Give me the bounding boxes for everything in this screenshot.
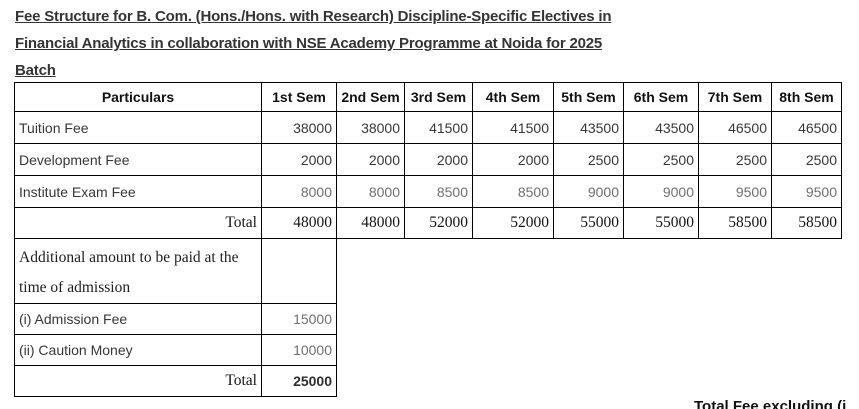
row-label-exam: Institute Exam Fee	[14, 175, 262, 208]
row-label-tuition: Tuition Fee	[14, 111, 262, 144]
cell-development-sem8: 2500	[771, 143, 842, 176]
cell-development-sem1: 2000	[261, 143, 337, 176]
fee-structure-table: Particulars 1st Sem 2nd Sem 3rd Sem 4th Sem 5…	[14, 82, 842, 397]
table-row-total2: Total 25000	[14, 365, 842, 397]
cell-development-sem6: 2500	[623, 143, 699, 176]
row-label-admission: (i) Admission Fee	[14, 303, 262, 335]
cell-total-sem6: 55000	[623, 207, 699, 239]
cell-tuition-sem3: 41500	[404, 111, 473, 144]
row-label-caution: (ii) Caution Money	[14, 334, 262, 366]
column-header-6th-sem: 6th Sem	[623, 82, 699, 112]
column-header-3rd-sem: 3rd Sem	[404, 82, 473, 112]
clipped-footer-text: Total Fee excluding (i	[694, 399, 859, 409]
cell-total-sem7: 58500	[698, 207, 772, 239]
table-row-tuition: Tuition Fee 38000 38000 41500 41500 43500 4350…	[14, 111, 842, 144]
column-header-5th-sem: 5th Sem	[553, 82, 624, 112]
cell-development-sem7: 2500	[698, 143, 772, 176]
cell-tuition-sem2: 38000	[336, 111, 405, 144]
cell-tuition-sem5: 43500	[553, 111, 624, 144]
cell-tuition-sem6: 43500	[623, 111, 699, 144]
cell-tuition-sem1: 38000	[261, 111, 337, 144]
title-line-1: Fee Structure for B. Com. (Hons./Hons. w…	[15, 8, 612, 25]
cell-total-sem5: 55000	[553, 207, 624, 239]
cell-exam-sem2: 8000	[336, 175, 405, 208]
row-label-total2: Total	[14, 365, 262, 397]
column-header-8th-sem: 8th Sem	[771, 82, 842, 112]
row-label-additional-heading: Additional amount to be paid at the time…	[14, 238, 262, 304]
cell-tuition-sem7: 46500	[698, 111, 772, 144]
fee-table-body: Tuition Fee 38000 38000 41500 41500 43500 4350…	[14, 111, 842, 397]
column-header-4th-sem: 4th Sem	[472, 82, 554, 112]
cell-development-sem4: 2000	[472, 143, 554, 176]
cell-exam-sem1: 8000	[261, 175, 337, 208]
table-row-admission: (i) Admission Fee 15000	[14, 303, 842, 335]
cell-total-sem8: 58500	[771, 207, 842, 239]
table-row-caution: (ii) Caution Money 10000	[14, 334, 842, 366]
fee-table-head-row: Particulars 1st Sem 2nd Sem 3rd Sem 4th Sem 5…	[14, 82, 842, 112]
cell-exam-sem4: 8500	[472, 175, 554, 208]
table-row-total: Total 48000 48000 52000 52000 55000 55000 58500…	[14, 207, 842, 239]
cell-total-sem3: 52000	[404, 207, 473, 239]
cell-total-sem2: 48000	[336, 207, 405, 239]
title-line-2: Financial Analytics in collaboration wit…	[15, 35, 603, 52]
row-label-total: Total	[14, 207, 262, 239]
footer-text-fragment: Total Fee excluding (i	[694, 399, 847, 409]
title-line-3: Batch	[15, 62, 56, 79]
table-row-development: Development Fee 2000 2000 2000 2000 2500 2500 2…	[14, 143, 842, 176]
cell-exam-sem3: 8500	[404, 175, 473, 208]
column-header-2nd-sem: 2nd Sem	[336, 82, 405, 112]
cell-total-sem1: 48000	[261, 207, 337, 239]
cell-admission-amount: 15000	[261, 303, 337, 335]
cell-additional-heading-amount	[261, 238, 337, 304]
cell-caution-amount: 10000	[261, 334, 337, 366]
cell-development-sem2: 2000	[336, 143, 405, 176]
table-row-additional-heading: Additional amount to be paid at the time…	[14, 238, 842, 304]
cell-exam-sem5: 9000	[553, 175, 624, 208]
cell-total2-amount: 25000	[261, 365, 337, 397]
cell-tuition-sem4: 41500	[472, 111, 554, 144]
cell-development-sem3: 2000	[404, 143, 473, 176]
cell-development-sem5: 2500	[553, 143, 624, 176]
cell-total-sem4: 52000	[472, 207, 554, 239]
cell-exam-sem6: 9000	[623, 175, 699, 208]
column-header-1st-sem: 1st Sem	[261, 82, 337, 112]
row-label-development: Development Fee	[14, 143, 262, 176]
column-header-7th-sem: 7th Sem	[698, 82, 772, 112]
column-header-particulars: Particulars	[14, 82, 262, 112]
table-row-exam: Institute Exam Fee 8000 8000 8500 8500 9000 90…	[14, 175, 842, 208]
cell-tuition-sem8: 46500	[771, 111, 842, 144]
page-title: Fee Structure for B. Com. (Hons./Hons. w…	[15, 3, 611, 84]
cell-exam-sem8: 9500	[771, 175, 842, 208]
cell-exam-sem7: 9500	[698, 175, 772, 208]
